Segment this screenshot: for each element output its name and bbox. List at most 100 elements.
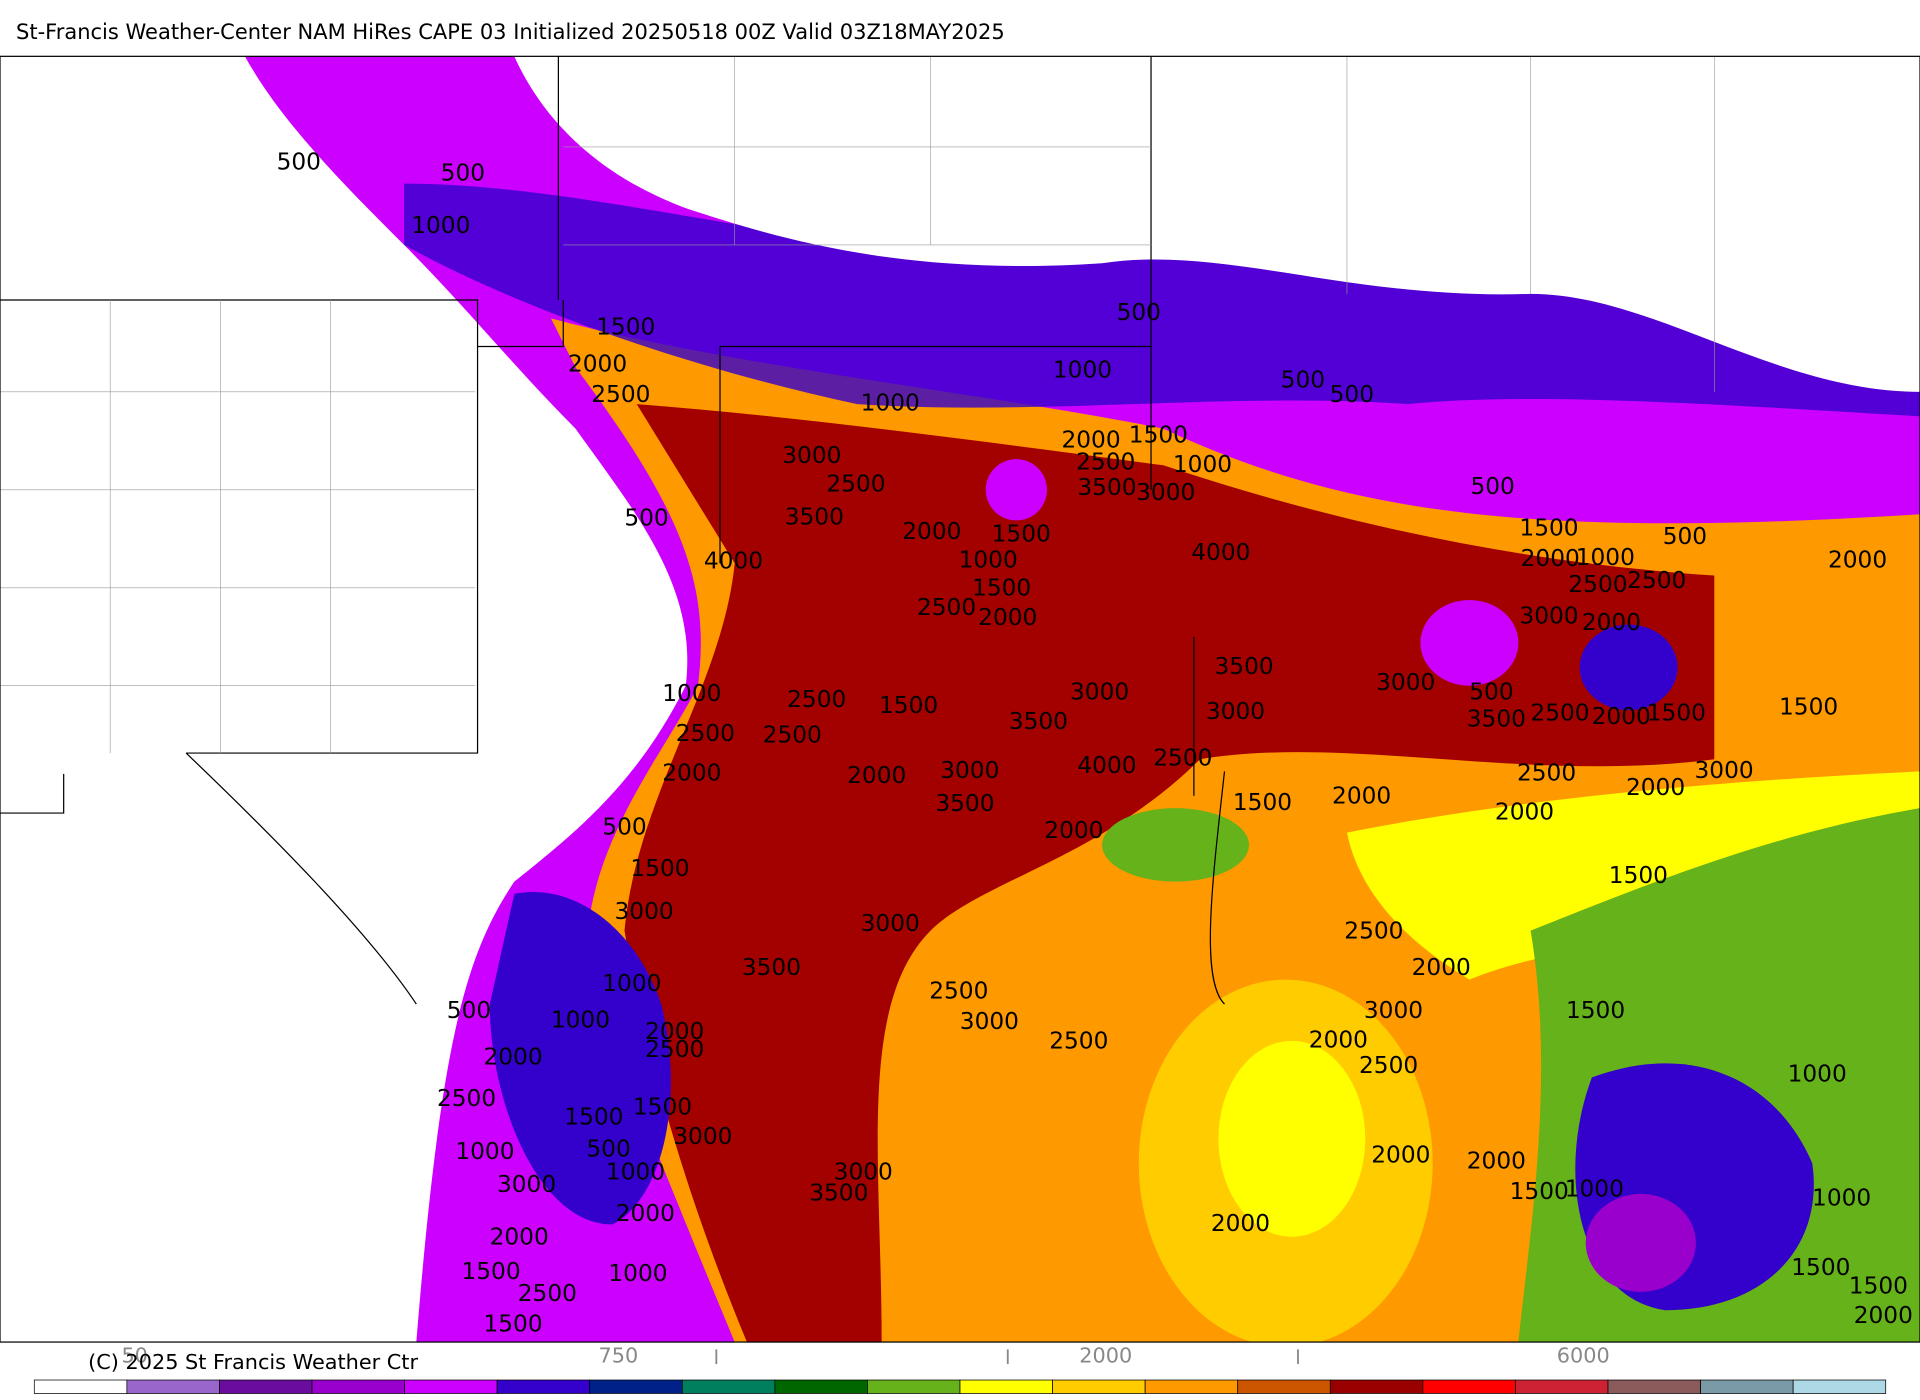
contour-label: 2000 xyxy=(1309,1026,1368,1053)
region-yellow xyxy=(1218,1040,1366,1237)
contour-label: 500 xyxy=(1117,299,1161,326)
contour-label: 2000 xyxy=(978,604,1037,631)
contour-label: 1500 xyxy=(1849,1272,1908,1299)
contour-label: 2000 xyxy=(1626,774,1685,801)
contour-label: 1000 xyxy=(608,1260,667,1287)
contour-label: 2000 xyxy=(1332,783,1391,810)
contour-label: 2000 xyxy=(1582,609,1641,636)
contour-label: 1500 xyxy=(1129,421,1188,448)
contour-label: 2500 xyxy=(917,594,976,621)
contour-label: 500 xyxy=(1663,523,1707,550)
colorbar-segment xyxy=(404,1379,498,1394)
region-blue-coast xyxy=(489,892,671,1225)
colorbar-segment xyxy=(681,1379,776,1394)
contour-label: 2000 xyxy=(1467,1148,1526,1175)
region-magenta-small xyxy=(985,459,1047,521)
contour-label: 2500 xyxy=(763,721,822,748)
colorbar-segment xyxy=(1422,1379,1516,1394)
contour-label: 2000 xyxy=(1854,1302,1913,1329)
contour-label: 500 xyxy=(586,1135,630,1162)
contour-label: 1500 xyxy=(1647,699,1706,726)
contour-label: 2500 xyxy=(518,1280,577,1307)
contour-label: 1500 xyxy=(483,1310,542,1337)
contour-label: 2000 xyxy=(1828,546,1887,573)
contour-label: 3000 xyxy=(1070,679,1129,706)
colorbar-segment xyxy=(1515,1379,1609,1394)
contour-label: 3000 xyxy=(940,757,999,784)
contour-label: 1000 xyxy=(1565,1176,1624,1203)
colorbar-segment xyxy=(867,1379,961,1394)
contour-label: 2500 xyxy=(676,720,735,747)
contour-label: 1000 xyxy=(1173,451,1232,478)
contour-label: 1500 xyxy=(1609,862,1668,889)
contour-label: 1500 xyxy=(630,855,689,882)
county-lines xyxy=(0,56,1715,754)
contour-label: 3000 xyxy=(1695,757,1754,784)
contour-label: 2500 xyxy=(929,977,988,1004)
contour-label: 1000 xyxy=(411,212,470,239)
contour-label: 3000 xyxy=(1364,997,1423,1024)
colorbar-label: 6000 xyxy=(1557,1344,1610,1368)
colorbar-segment xyxy=(1607,1379,1701,1394)
contour-label: 2500 xyxy=(1153,745,1212,772)
colorbar-segment xyxy=(1329,1379,1424,1394)
colorbar-segment xyxy=(311,1379,405,1394)
contour-label: 1500 xyxy=(1519,514,1578,541)
region-green-small xyxy=(1102,808,1249,882)
contour-label: 2500 xyxy=(1530,699,1589,726)
copyright: (C) 2025 St Francis Weather Ctr xyxy=(88,1350,418,1374)
contour-label: 2500 xyxy=(645,1036,704,1063)
contour-label: 500 xyxy=(1469,679,1513,706)
contour-label: 1500 xyxy=(461,1258,520,1285)
contour-label: 1000 xyxy=(1053,357,1112,384)
colorbar-segment xyxy=(496,1379,591,1394)
contour-label: 1000 xyxy=(1788,1061,1847,1088)
contour-label: 500 xyxy=(1281,366,1325,393)
contour-label: 2000 xyxy=(645,1018,704,1045)
contour-label: 1000 xyxy=(455,1138,514,1165)
map: 500 5001000150020002500500100010005005002… xyxy=(0,55,1920,1394)
contour-label: 3000 xyxy=(782,442,841,469)
contour-label: 2000 xyxy=(568,350,627,377)
contour-label: 1500 xyxy=(972,574,1031,601)
contour-label: 500 xyxy=(624,505,668,532)
contour-labels: 500 5001000150020002500500100010005005002… xyxy=(277,148,1913,1337)
contour-label: 2500 xyxy=(437,1085,496,1112)
colorbar-segment xyxy=(589,1379,683,1394)
contour-label: 1000 xyxy=(551,1007,610,1034)
region-white-west xyxy=(0,56,688,1343)
contour-label: 3500 xyxy=(1467,706,1526,733)
contour-label: 2000 xyxy=(1044,817,1103,844)
colorbar-label: 750 xyxy=(599,1344,639,1368)
contour-label: 2000 xyxy=(662,759,721,786)
contour-label: 1000 xyxy=(959,546,1018,573)
contour-label: 2500 xyxy=(1568,571,1627,598)
colorbar-label: 2000 xyxy=(1079,1344,1132,1368)
contour-label: 2500 xyxy=(1359,1052,1418,1079)
region-purple xyxy=(1585,1193,1696,1292)
contour-label: 3000 xyxy=(673,1123,732,1150)
contour-label: 1500 xyxy=(879,692,938,719)
colorbar: 50 750 2000 6000 xyxy=(33,1344,1887,1394)
colorbar-segment xyxy=(126,1379,220,1394)
contour-label: 2000 xyxy=(1211,1210,1270,1237)
contour-label: 3000 xyxy=(1519,603,1578,630)
colorbar-segment xyxy=(774,1379,868,1394)
colorbar-label: 50 xyxy=(121,1344,147,1368)
contour-label: 1000 xyxy=(662,680,721,707)
contour-label: 1000 xyxy=(1576,544,1635,571)
contour-label: 3000 xyxy=(834,1159,893,1186)
contour-label: 2000 xyxy=(1061,426,1120,453)
contour-label: 2000 xyxy=(1521,545,1580,572)
contour-label: 2000 xyxy=(902,518,961,545)
contour-label: 3000 xyxy=(1206,698,1265,725)
contour-label: 4000 xyxy=(1077,752,1136,779)
contour-label: 1000 xyxy=(602,970,661,997)
contour-label: 1500 xyxy=(633,1094,692,1121)
contour-label: 2000 xyxy=(1371,1141,1430,1168)
colorbar-segment xyxy=(959,1379,1053,1394)
contour-label: 2500 xyxy=(1517,759,1576,786)
contour-label: 2500 xyxy=(591,381,650,408)
contour-label: 500 xyxy=(277,148,321,175)
